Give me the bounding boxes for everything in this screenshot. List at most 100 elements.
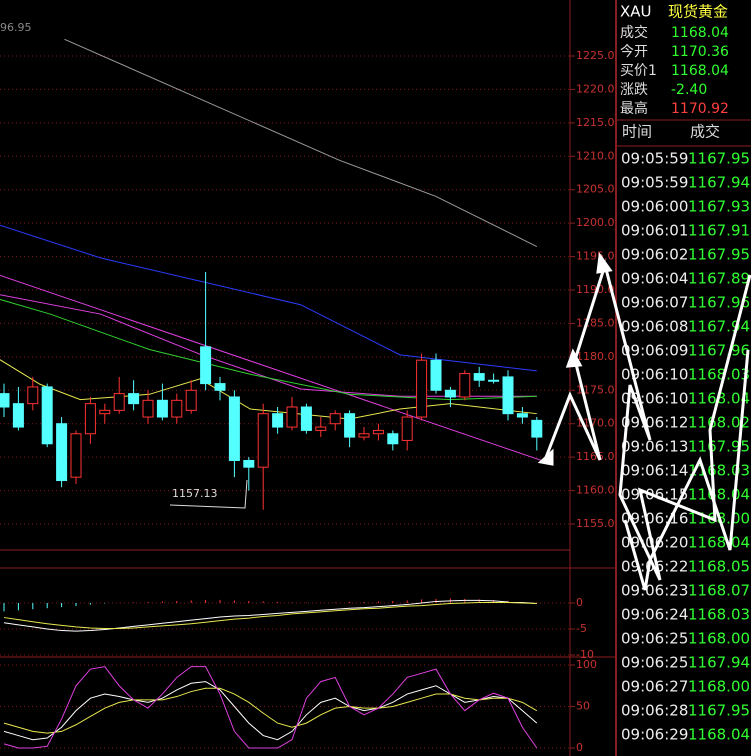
ma-line xyxy=(0,224,537,372)
y-tick-label: 1195.0 xyxy=(576,250,615,263)
y-tick-label: 1205.0 xyxy=(576,183,615,196)
candle-body xyxy=(387,433,399,445)
trade-time: 09:06:14 xyxy=(621,462,688,480)
ma-line xyxy=(64,38,538,247)
candle-body xyxy=(430,359,442,391)
trade-time: 09:06:07 xyxy=(621,294,688,312)
candle-body xyxy=(99,409,111,415)
candle-body xyxy=(416,359,428,418)
y-tick-label: 0 xyxy=(576,596,583,609)
trade-price: 1167.91 xyxy=(688,222,750,240)
candle-body xyxy=(56,423,68,482)
trade-price: 1168.04 xyxy=(688,534,750,552)
y-tick-label: 1200.0 xyxy=(576,216,615,229)
trade-time: 09:06:09 xyxy=(621,342,688,360)
y-tick-label: 1190.0 xyxy=(576,283,615,296)
trade-time: 09:06:12 xyxy=(621,414,688,432)
candle-body xyxy=(12,403,24,428)
y-tick-label: 1220.0 xyxy=(576,82,615,95)
y-tick-label: 1215.0 xyxy=(576,116,615,129)
candle-body xyxy=(84,403,96,435)
indicator-line xyxy=(3,681,538,741)
trade-time: 09:06:25 xyxy=(621,630,688,648)
trade-price: 1167.95 xyxy=(688,438,750,456)
trade-price: 1167.94 xyxy=(688,174,750,192)
trade-time: 09:06:23 xyxy=(621,582,688,600)
annotation-leader xyxy=(169,479,248,509)
quote-label: 最高 xyxy=(620,100,648,117)
trade-price: 1168.04 xyxy=(688,726,750,744)
candle-body xyxy=(531,419,543,438)
trade-time: 09:06:04 xyxy=(621,270,688,288)
candle-body xyxy=(329,413,341,425)
candle-body xyxy=(344,413,356,438)
candle-body xyxy=(128,393,140,405)
candle-body xyxy=(444,389,456,398)
candle-body xyxy=(185,389,197,411)
candle-body xyxy=(401,416,413,441)
drawn-arrows xyxy=(537,252,751,591)
candle-body xyxy=(473,373,485,381)
corner-value: 96.95 xyxy=(0,21,32,34)
candle-body xyxy=(142,399,154,418)
trade-price: 1167.93 xyxy=(688,198,750,216)
trade-time: 09:05:59 xyxy=(621,174,688,192)
ma-line xyxy=(0,274,546,463)
y-tick-label: 0 xyxy=(576,741,583,754)
quote-value: 1170.92 xyxy=(671,101,729,117)
candle-body xyxy=(358,433,370,438)
trade-price: 1167.89 xyxy=(688,270,750,288)
arrowhead xyxy=(565,348,583,368)
candle-body xyxy=(70,433,82,478)
y-tick-label: 1185.0 xyxy=(576,316,615,329)
trade-price: 1168.03 xyxy=(688,366,750,384)
candle-body xyxy=(41,386,53,445)
candle-body xyxy=(459,373,471,398)
arrow-path xyxy=(623,349,750,591)
y-tick-label: 1165.0 xyxy=(576,450,615,463)
trade-price: 1168.02 xyxy=(688,414,750,432)
candle-body xyxy=(488,379,500,382)
trade-price: 1167.94 xyxy=(688,654,750,672)
indicator-line xyxy=(3,599,537,632)
quote-label: 买价1 xyxy=(620,63,657,79)
quote-value: 1168.04 xyxy=(671,63,729,79)
candle-body xyxy=(243,459,255,468)
candle-body xyxy=(286,406,298,428)
quote-value: 1170.36 xyxy=(671,44,729,60)
trade-price: 1167.96 xyxy=(688,294,750,312)
trade-price: 1167.94 xyxy=(688,318,750,336)
candle-body xyxy=(171,399,183,418)
quote-label: 今开 xyxy=(620,44,648,60)
trade-price: 1168.04 xyxy=(688,486,750,504)
y-tick-label: 1160.0 xyxy=(576,484,615,497)
trade-price: 1167.96 xyxy=(688,342,750,360)
trade-time: 09:06:27 xyxy=(621,678,688,696)
candle-body xyxy=(257,413,269,468)
y-tick-label: 1180.0 xyxy=(576,350,615,363)
candle-body xyxy=(200,346,212,385)
y-tick-label: 1175.0 xyxy=(576,383,615,396)
arrowhead xyxy=(596,252,613,274)
trade-price: 1168.03 xyxy=(688,606,750,624)
trade-time: 09:06:20 xyxy=(621,534,688,552)
candle-body xyxy=(372,429,384,435)
quote-value: 1168.04 xyxy=(671,25,729,41)
trade-price: 1168.00 xyxy=(688,630,750,648)
y-tick-label: -10 xyxy=(576,648,594,661)
candle-body xyxy=(516,413,528,418)
y-tick-label: 50 xyxy=(576,700,590,713)
arrowhead xyxy=(537,448,554,466)
candle-body xyxy=(214,383,226,391)
symbol: XAU xyxy=(620,3,652,21)
indicator-line xyxy=(3,666,538,749)
trade-price: 1167.95 xyxy=(688,702,750,720)
trade-price: 1168.00 xyxy=(688,678,750,696)
candle-body xyxy=(228,396,240,461)
trade-time: 09:06:10 xyxy=(621,366,688,384)
trade-time: 09:06:08 xyxy=(621,318,688,336)
candle-body xyxy=(502,376,514,415)
